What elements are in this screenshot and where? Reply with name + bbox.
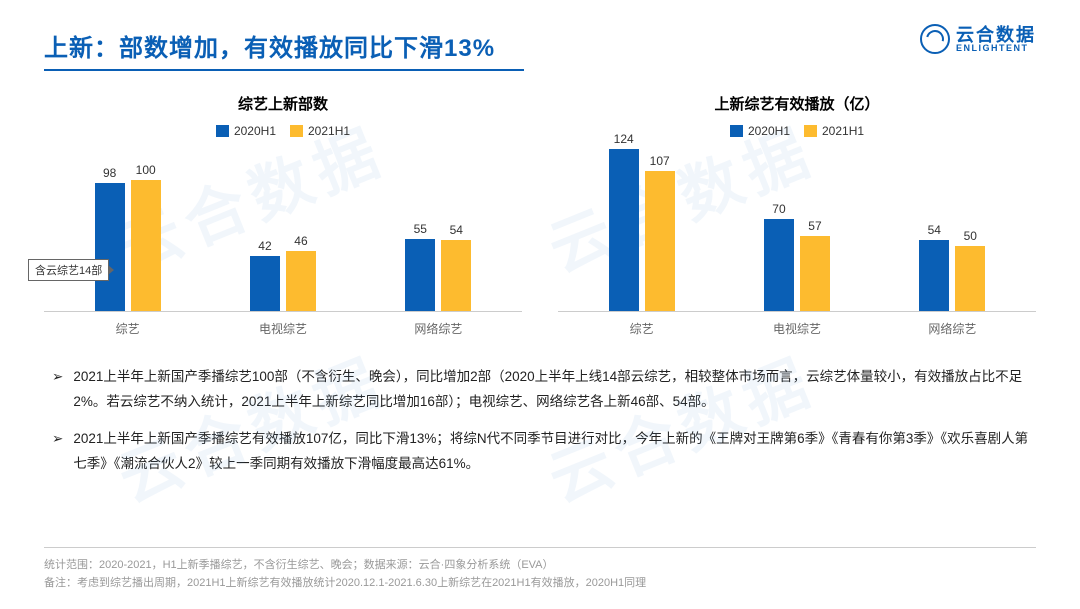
- page-title: 上新：部数增加，有效播放同比下滑13%: [44, 28, 524, 63]
- x-category: 电视综艺: [719, 320, 874, 337]
- x-category: 电视综艺: [205, 320, 360, 337]
- bar-fill: [764, 219, 794, 311]
- bar-fill: [405, 239, 435, 311]
- bar-pair: 124 107: [609, 132, 675, 311]
- chart-left: 综艺上新部数 2020H1 2021H1 98 100 42 46 55 54 综艺电视综艺…: [44, 93, 522, 337]
- bar: 42: [250, 239, 280, 311]
- x-category: 综艺: [564, 320, 719, 337]
- header: 上新：部数增加，有效播放同比下滑13% 云合数据 ENLIGHTENT: [44, 28, 1036, 71]
- bar-pair: 55 54: [405, 222, 471, 311]
- bar-fill: [95, 183, 125, 311]
- x-category: 网络综艺: [875, 320, 1030, 337]
- bar-fill: [250, 256, 280, 311]
- bar-group: 70 57: [719, 202, 874, 311]
- legend-swatch: [290, 125, 303, 137]
- bar-value: 70: [772, 202, 785, 216]
- bar: 54: [919, 223, 949, 311]
- logo-cn: 云合数据: [956, 26, 1036, 44]
- footer-line: 备注：考虑到综艺播出周期，2021H1上新综艺有效播放统计2020.12.1-2…: [44, 574, 1036, 593]
- chart-right-xaxis: 综艺电视综艺网络综艺: [558, 320, 1036, 337]
- bar-pair: 98 100: [95, 163, 161, 311]
- bar-fill: [800, 236, 830, 311]
- bar-fill: [441, 240, 471, 311]
- chart-left-plot: 98 100 42 46 55 54: [44, 142, 522, 312]
- bullet-text: 2021上半年上新国产季播综艺100部（不含衍生、晚会），同比增加2部（2020…: [73, 365, 1036, 415]
- logo-en: ENLIGHTENT: [956, 44, 1036, 53]
- bar: 100: [131, 163, 161, 311]
- bullet-marker-icon: ➢: [52, 365, 63, 415]
- bullet-marker-icon: ➢: [52, 427, 63, 477]
- legend-item: 2021H1: [804, 124, 864, 138]
- bar-value: 54: [928, 223, 941, 237]
- bar-value: 98: [103, 166, 116, 180]
- title-underline: [44, 69, 524, 71]
- bar-value: 55: [414, 222, 427, 236]
- callout-label: 含云综艺14部: [28, 259, 109, 281]
- bar-group: 55 54: [361, 222, 516, 311]
- bar-fill: [131, 180, 161, 311]
- legend-swatch: [804, 125, 817, 137]
- bar-pair: 42 46: [250, 234, 316, 311]
- chart-right-title: 上新综艺有效播放（亿）: [558, 93, 1036, 114]
- bar-pair: 70 57: [764, 202, 830, 311]
- legend-label: 2020H1: [234, 124, 276, 138]
- bar-fill: [955, 246, 985, 311]
- bar-fill: [919, 240, 949, 311]
- bar-value: 50: [964, 229, 977, 243]
- footer-line: 统计范围：2020-2021，H1上新季播综艺，不含衍生综艺、晚会；数据来源：云…: [44, 556, 1036, 575]
- bar-value: 124: [614, 132, 634, 146]
- legend-label: 2021H1: [822, 124, 864, 138]
- footer: 统计范围：2020-2021，H1上新季播综艺，不含衍生综艺、晚会；数据来源：云…: [44, 547, 1036, 593]
- bar-pair: 54 50: [919, 223, 985, 311]
- legend-swatch: [216, 125, 229, 137]
- logo-icon: [920, 24, 950, 54]
- bar-value: 54: [450, 223, 463, 237]
- legend-label: 2021H1: [308, 124, 350, 138]
- logo: 云合数据 ENLIGHTENT: [920, 24, 1036, 54]
- bar-value: 100: [136, 163, 156, 177]
- legend-label: 2020H1: [748, 124, 790, 138]
- bullet-item: ➢2021上半年上新国产季播综艺有效播放107亿，同比下滑13%；将综N代不同季…: [52, 427, 1036, 477]
- bar-group: 54 50: [875, 223, 1030, 311]
- chart-right-plot: 12410770575450: [558, 142, 1036, 312]
- bar: 98: [95, 166, 125, 311]
- chart-left-title: 综艺上新部数: [44, 93, 522, 114]
- bar: 50: [955, 229, 985, 311]
- bullet-text: 2021上半年上新国产季播综艺有效播放107亿，同比下滑13%；将综N代不同季节…: [73, 427, 1036, 477]
- legend-swatch: [730, 125, 743, 137]
- bar-group: 42 46: [205, 234, 360, 311]
- bar: 107: [645, 154, 675, 311]
- legend-item: 2020H1: [216, 124, 276, 138]
- bar-fill: [645, 171, 675, 311]
- bar: 70: [764, 202, 794, 311]
- legend-item: 2021H1: [290, 124, 350, 138]
- legend-item: 2020H1: [730, 124, 790, 138]
- bullet-item: ➢2021上半年上新国产季播综艺100部（不含衍生、晚会），同比增加2部（202…: [52, 365, 1036, 415]
- bar: 54: [441, 223, 471, 311]
- bar: 55: [405, 222, 435, 311]
- bar-fill: [286, 251, 316, 311]
- x-category: 网络综艺: [361, 320, 516, 337]
- bar: 46: [286, 234, 316, 311]
- chart-left-xaxis: 综艺电视综艺网络综艺: [44, 320, 522, 337]
- bar-value: 42: [258, 239, 271, 253]
- charts-row: 含云综艺14部 综艺上新部数 2020H12021H1 981004246555…: [44, 93, 1036, 337]
- bar: 124: [609, 132, 639, 311]
- chart-right: 上新综艺有效播放（亿） 2020H12021H1 12410770575450 …: [558, 93, 1036, 337]
- bullet-list: ➢2021上半年上新国产季播综艺100部（不含衍生、晚会），同比增加2部（202…: [44, 365, 1036, 477]
- bar-group: 98 100: [50, 163, 205, 311]
- bar-group: 124 107: [564, 132, 719, 311]
- bar-value: 107: [650, 154, 670, 168]
- bar: 57: [800, 219, 830, 311]
- chart-left-legend: 2020H1 2021H1: [44, 124, 522, 138]
- bar-value: 57: [808, 219, 821, 233]
- x-category: 综艺: [50, 320, 205, 337]
- bar-value: 46: [294, 234, 307, 248]
- bar-fill: [609, 149, 639, 311]
